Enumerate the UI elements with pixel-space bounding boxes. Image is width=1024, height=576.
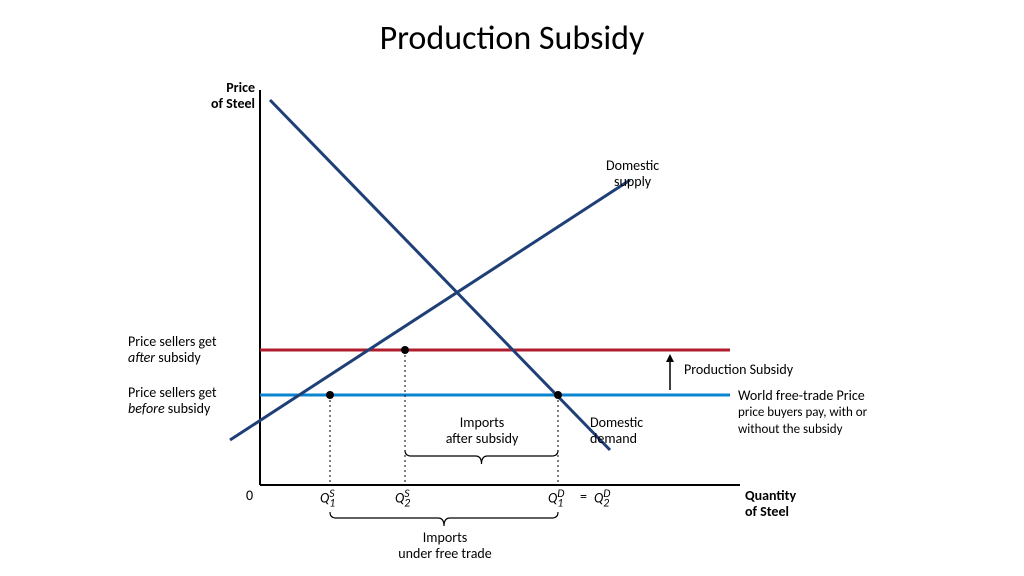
domestic-demand-label: Domestic demand <box>590 415 643 447</box>
tick-q2s: Q2S <box>395 488 410 511</box>
price-after-label: Price sellers get after subsidy <box>128 334 248 366</box>
tick-eq: = <box>580 489 587 505</box>
price-before-label: Price sellers get before subsidy <box>128 385 248 417</box>
diagram-canvas <box>0 0 1024 576</box>
x-axis-label: Quantity of Steel <box>745 488 796 520</box>
production-subsidy-label: Production Subsidy <box>684 362 793 378</box>
y-axis-label: Price of Steel <box>200 80 255 112</box>
tick-q1d: Q1D <box>548 488 564 511</box>
tick-q2d: Q2D <box>594 488 610 511</box>
world-price-label: World free-trade Price price buyers pay,… <box>738 388 867 438</box>
imports-under-label: Imports under free trade <box>385 530 505 562</box>
domestic-supply-label: Domestic supply <box>606 158 659 190</box>
origin-label: 0 <box>246 488 253 504</box>
imports-after-label: Imports after subsidy <box>427 415 537 447</box>
tick-q1s: Q1S <box>320 488 335 511</box>
